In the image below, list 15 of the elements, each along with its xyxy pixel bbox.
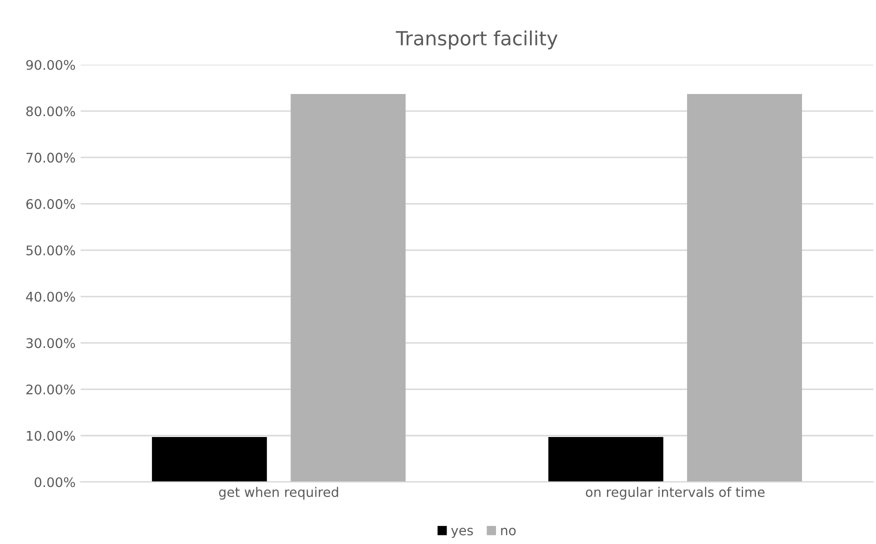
y-tick-label: 50.00%: [26, 245, 76, 256]
legend-label: yes: [451, 528, 473, 538]
y-tick-label: 70.00%: [26, 152, 76, 163]
y-tick-label: 10.00%: [26, 430, 76, 441]
legend-label: no: [501, 528, 516, 536]
x-tick-label: on regular intervals of time: [586, 486, 765, 500]
y-tick-label: 0.00%: [34, 477, 76, 488]
y-tick-label: 20.00%: [26, 384, 76, 394]
y-tick-label: 80.00%: [26, 106, 76, 116]
y-tick-label: 60.00%: [26, 199, 76, 210]
chart-title: Transport facility: [396, 30, 558, 50]
y-tick-label: 40.00%: [26, 292, 76, 302]
x-tick-label: get when required: [219, 486, 338, 500]
y-tick-label: 30.00%: [26, 338, 76, 348]
y-tick-label: 90.00%: [26, 60, 76, 70]
